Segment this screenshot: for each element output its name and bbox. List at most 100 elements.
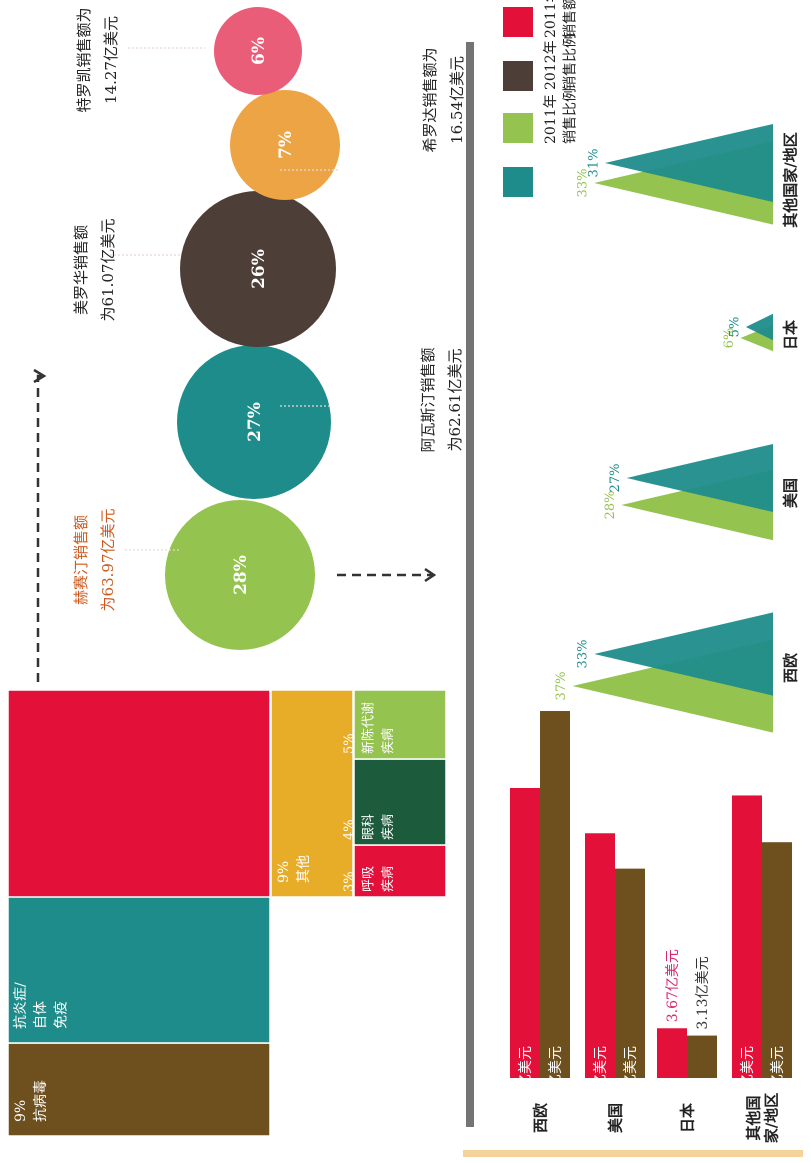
bubble-label: 7% — [276, 131, 296, 159]
treemap-cell — [270, 689, 354, 898]
treemap-label: 9% 其他 — [276, 855, 312, 883]
bubble — [230, 90, 340, 200]
bar-value-label-line: 3.13亿美元 — [695, 956, 711, 1029]
bubble-annotation: 阿瓦斯汀销售额 为62.61亿美元 — [419, 347, 464, 452]
triangle-category-label-line: 美国 — [781, 478, 799, 508]
bar-value-label: 17.40亿美元 — [770, 1046, 786, 1128]
bubble — [177, 345, 331, 499]
legend-label-line: 销售比例 — [563, 34, 579, 90]
bar — [615, 868, 645, 1078]
bar-category-label-line: 西欧 — [531, 1103, 549, 1133]
bar-value-label-line: 20.85亿美元 — [740, 1046, 756, 1128]
bar — [657, 1028, 687, 1078]
bubble-annotation: 希罗达销售额为 16.54亿美元 — [421, 47, 466, 152]
legend-label-line: 2011年 — [543, 0, 559, 38]
bar-value-label: 21.4亿美元 — [518, 1046, 534, 1119]
bubble-label: 6% — [249, 37, 269, 65]
treemap-label-line: 其他 — [296, 855, 312, 883]
legend-label-line: 2012年 — [543, 40, 559, 90]
bar-value-label-line: 18.06亿美元 — [593, 1046, 609, 1128]
treemap-label-line: 5% — [342, 733, 357, 754]
bar-category-label-line: 日本 — [678, 1103, 696, 1133]
treemap-cell — [353, 689, 447, 760]
bubble — [180, 191, 336, 347]
treemap-label-line: 呼吸 — [362, 866, 377, 892]
bar-value-label: 18.06亿美元 — [593, 1046, 609, 1128]
treemap-cell — [7, 1042, 271, 1137]
bar — [687, 1035, 717, 1078]
legend-swatch — [503, 113, 533, 143]
bar — [732, 795, 762, 1078]
treemap-label-line: 疾病 — [381, 814, 396, 840]
bar — [510, 788, 540, 1078]
triangle-2011 — [745, 313, 773, 341]
bar-value-label-line: 17.40亿美元 — [770, 1046, 786, 1128]
legend-swatch — [503, 7, 533, 37]
triangle-category-label-line: 其他国家/地区 — [781, 132, 799, 227]
dashed-arrow — [36, 374, 44, 682]
bubble-annotation-line: 14.27亿美元 — [102, 16, 120, 104]
bubble-annotation: 美罗华销售额 为61.07亿美元 — [72, 219, 117, 322]
legend-label: 2012年 销售比例 — [543, 34, 579, 90]
treemap-label-line: 新陈代谢 — [361, 702, 377, 754]
treemap-label: 9% 抗病毒 — [13, 1080, 49, 1122]
bar-value-label: 27.08亿美元 — [548, 1046, 564, 1128]
bar-value-label-line: 15.45亿美元 — [623, 1046, 639, 1128]
treemap-label: 4% 眼科 疾病 — [342, 814, 396, 840]
triangle-value-2012: 33% — [576, 169, 591, 198]
triangle-value-2012: 6% — [722, 328, 737, 349]
bubble-annotation-line: 阿瓦斯汀销售额 — [419, 347, 437, 452]
triangle-2011 — [604, 123, 773, 203]
treemap-label-line: 眼科 — [362, 814, 377, 840]
bar-value-label: 15.45亿美元 — [623, 1046, 639, 1128]
bubble-annotation-line: 为61.07亿美元 — [99, 219, 117, 322]
triangle-value-2012-line: 37% — [554, 672, 569, 701]
bubble-annotation: 特罗凯销售额为 14.27亿美元 — [75, 7, 120, 112]
legend-label-line: 销售比例 — [563, 88, 579, 144]
bar-category-label-line: 家/地区 — [762, 1093, 780, 1143]
bubble-chart: 28% 27% 26% 7% 6% 赫赛汀销售额 为63.97亿美元 阿瓦斯汀销售额 为62.6… — [72, 7, 466, 650]
bar-category-label: 日本 — [678, 1103, 696, 1133]
bubble-label-line: 28% — [231, 555, 251, 595]
bottom-strip — [463, 1150, 803, 1157]
triangle-value-2011-line: 5% — [727, 317, 742, 338]
arrow-head — [33, 368, 47, 384]
bar-value-label-line: 21.4亿美元 — [518, 1046, 534, 1119]
triangle-category-label-line: 西欧 — [781, 653, 799, 683]
triangle-category-label-line: 日本 — [781, 320, 799, 350]
bar — [762, 842, 792, 1078]
bar-category-label-line: 美国 — [606, 1103, 624, 1133]
legend-label: 2011年 销售比例 — [543, 88, 579, 144]
bar-value-label: 3.67亿美元 — [665, 949, 681, 1022]
treemap-label: 3% 呼吸 疾病 — [342, 866, 396, 892]
treemap-label: 9% 抗炎症/自体 免疫 — [0, 982, 69, 1029]
triangle-value-2011: 5% — [727, 317, 742, 338]
treemap-label-line: 抗炎症/ — [13, 982, 29, 1029]
treemap-label-line: 9% — [0, 1007, 8, 1029]
bar — [540, 711, 570, 1078]
bubble-annotation-line: 希罗达销售额为 — [421, 47, 439, 152]
triangle-value-2011: 31% — [587, 149, 602, 178]
treemap-label-line: 9% — [13, 1100, 29, 1122]
triangle-value-2012-line: 33% — [576, 169, 591, 198]
treemap-label-line: 9% — [276, 861, 292, 883]
triangle-value-2011-line: 31% — [587, 149, 602, 178]
bubble-annotation-line: 特罗凯销售额为 — [75, 7, 93, 112]
triangle-value-2011-line: 33% — [576, 640, 591, 669]
bar-category-label: 其他国家/地区 — [744, 1093, 780, 1143]
legend-swatch — [503, 167, 533, 197]
treemap-label-line: 免疫 — [53, 1001, 69, 1029]
arrow-head — [424, 567, 437, 583]
bubble-annotation-line: 美罗华销售额 — [72, 225, 90, 315]
bubble-label: 28% — [231, 555, 251, 595]
bubble-label-line: 7% — [276, 131, 296, 159]
treemap-label: 5% 新陈代谢 疾病 — [342, 702, 396, 754]
bubble — [165, 500, 315, 650]
bubble-label-line: 26% — [249, 249, 269, 289]
triangle-2011 — [594, 612, 773, 696]
treemap-cell — [7, 896, 271, 1044]
bubble-annotation-line: 为63.97亿美元 — [99, 509, 117, 612]
triangle-value-2012-line: 28% — [603, 491, 618, 520]
